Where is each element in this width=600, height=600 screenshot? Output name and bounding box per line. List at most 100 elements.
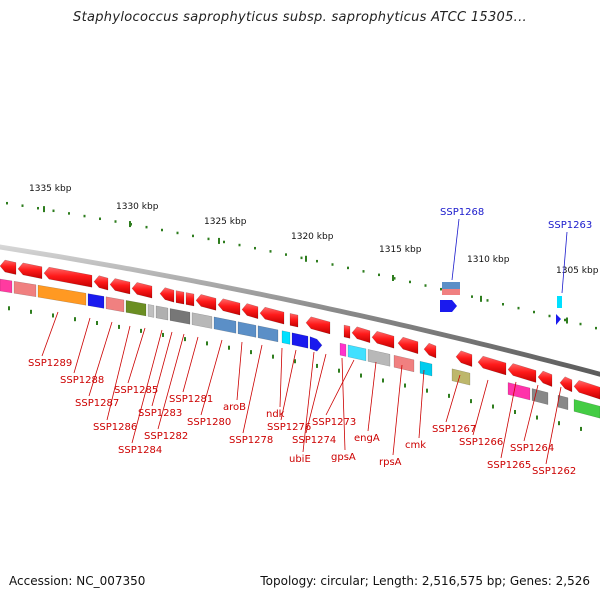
lower-tick-mark	[272, 354, 274, 359]
lower-tick-mark	[206, 341, 208, 346]
gene-label: SSP1264	[510, 443, 554, 454]
gene-feature	[557, 394, 569, 411]
scale-label: 1320 kbp	[291, 232, 334, 242]
lower-tick-mark	[140, 328, 142, 333]
gene-label: SSP1286	[93, 422, 137, 433]
gene-feature	[351, 326, 371, 344]
gene-feature	[419, 360, 433, 377]
scale-tick-dot	[145, 225, 148, 229]
leader-line	[200, 339, 223, 416]
gene-label: SSP1281	[169, 394, 213, 405]
scale-tick-dot	[99, 217, 101, 221]
gene-feature	[0, 278, 13, 294]
gene-feature	[451, 368, 471, 386]
genome-title: Staphylococcus saprophyticus subsp. sapr…	[73, 10, 527, 25]
scale-label: 1310 kbp	[467, 255, 510, 265]
gene-label: SSP1283	[138, 408, 182, 419]
lower-tick-mark	[470, 399, 472, 404]
gene-label: SSP1263	[548, 220, 592, 231]
scale-tick-dot	[579, 322, 582, 326]
scale-tick-dot	[68, 212, 70, 215]
gene-feature	[13, 280, 37, 298]
gene-label: SSP1265	[487, 460, 531, 471]
gene-feature	[191, 312, 213, 329]
scale-tick-dot	[347, 266, 349, 270]
gene-label: SSP1278	[229, 435, 273, 446]
scale-labels: 1335 kbp 1330 kbp 1325 kbp 1320 kbp 1315 kbp…	[29, 184, 599, 276]
scale-major-tick	[480, 295, 482, 302]
leader-line	[561, 231, 568, 294]
gene-label: SSP1288	[60, 375, 104, 386]
leader-line	[88, 321, 113, 397]
scale-tick-dot	[52, 209, 55, 213]
scale-tick-dot	[192, 234, 194, 238]
lower-tick-mark	[492, 404, 494, 409]
gene-feature	[397, 336, 419, 355]
gene-feature	[155, 305, 169, 321]
scale-tick-dot	[331, 263, 334, 266]
gene-feature	[531, 388, 549, 405]
gene-label: gpsA	[331, 452, 356, 463]
gene-feature	[507, 363, 537, 383]
lower-tick-mark	[294, 359, 296, 364]
leader-line	[236, 341, 243, 401]
lower-tick-mark	[580, 426, 582, 431]
gene-feature	[125, 300, 147, 317]
leader-line	[472, 379, 489, 436]
gene-feature	[573, 380, 600, 400]
label-leader-lines	[41, 218, 568, 465]
leader-line	[500, 381, 517, 459]
scale-tick-dot	[238, 243, 241, 247]
gene-feature	[305, 316, 331, 335]
gene-label: SSP1282	[144, 431, 188, 442]
gene-label: SSP1280	[187, 417, 231, 428]
leader-line	[523, 384, 539, 442]
scale-tick-dot	[548, 314, 551, 318]
lower-tick-mark	[360, 373, 362, 378]
leader-line	[445, 374, 461, 423]
lower-tick-mark	[8, 306, 10, 311]
backbone-band	[0, 244, 600, 377]
gene-feature	[195, 294, 217, 311]
gene-label: SSP1267	[432, 424, 476, 435]
gene-feature	[131, 282, 153, 299]
gene-feature	[185, 292, 195, 307]
gene-feature	[556, 314, 561, 325]
scale-tick-dot	[471, 295, 473, 298]
scale-tick-dot	[37, 206, 39, 210]
scale-tick-dot	[285, 253, 287, 256]
gene-feature	[423, 342, 437, 359]
scale-tick-dot	[486, 299, 489, 302]
gene-label: SSP1266	[459, 437, 503, 448]
gene-feature	[37, 284, 87, 306]
scale-major-tick	[392, 274, 394, 281]
scale-tick-dot	[393, 277, 396, 280]
leader-line	[341, 357, 346, 451]
gene-label: SSP1287	[75, 398, 119, 409]
gene-feature	[537, 370, 553, 388]
scale-tick-dot	[176, 231, 179, 235]
gene-feature	[455, 350, 473, 367]
gene-feature	[17, 262, 43, 280]
gene-label: engA	[354, 433, 380, 444]
lower-tick-mark	[382, 378, 384, 383]
lower-tick-mark	[514, 409, 516, 414]
gene-feature	[259, 306, 285, 325]
leader-line	[451, 218, 460, 281]
leader-line	[182, 336, 199, 393]
lower-tick-mark	[118, 324, 120, 329]
leader-line	[325, 359, 355, 416]
leader-line	[106, 325, 131, 421]
gene-label: SSP1284	[118, 445, 162, 456]
lower-tick-mark	[30, 309, 32, 314]
gene-label: aroB	[223, 402, 246, 413]
gene-feature	[573, 399, 600, 419]
scale-major-tick	[218, 237, 220, 244]
lower-tick-mark	[338, 368, 340, 373]
lower-tick-mark	[96, 320, 98, 325]
gene-feature	[347, 344, 367, 362]
leader-line	[131, 329, 163, 444]
scale-tick-dot	[533, 310, 535, 314]
gene-label: cmk	[405, 440, 426, 451]
